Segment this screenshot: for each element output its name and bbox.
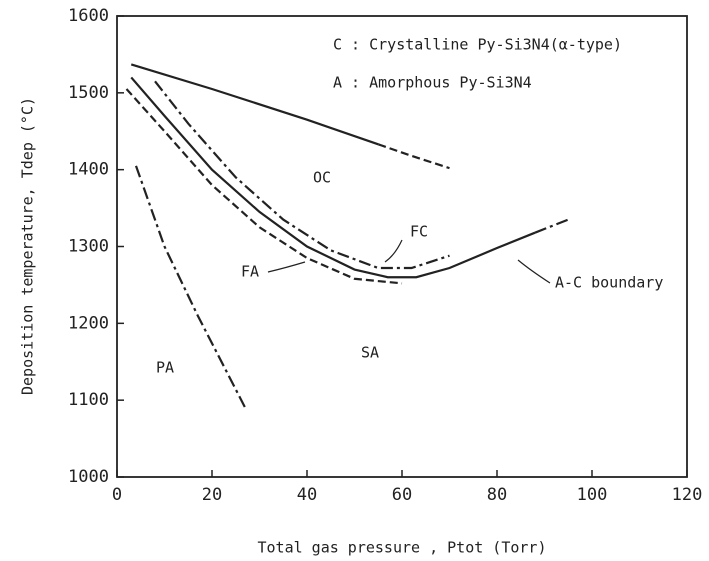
curve	[125, 88, 403, 285]
y-tick-label: 1300	[68, 237, 109, 257]
y-axis-label: Deposition temperature, Tdep (°C)	[19, 97, 37, 395]
annotation: A-C boundary	[555, 274, 663, 292]
curve	[534, 218, 569, 234]
y-tick-label: 1200	[68, 313, 109, 333]
curve	[377, 143, 450, 170]
annotation: C : Crystalline Py-Si3N4(α-type)	[333, 36, 622, 54]
annotation: A : Amorphous Py-Si3N4	[333, 74, 532, 92]
pointer	[384, 239, 403, 263]
y-tick-label: 1600	[68, 6, 109, 26]
x-tick-label: 80	[487, 485, 507, 505]
annotation: PA	[156, 359, 174, 377]
pointers	[267, 239, 551, 284]
x-tick-label: 100	[577, 485, 608, 505]
annotation: FA	[241, 263, 259, 281]
curve	[134, 165, 247, 409]
x-tick-label: 20	[202, 485, 222, 505]
curve	[154, 80, 450, 270]
annotation: FC	[410, 223, 428, 241]
x-tick-label: 60	[392, 485, 412, 505]
x-tick-label: 0	[112, 485, 122, 505]
pointer	[267, 261, 306, 273]
annotation: OC	[313, 169, 331, 187]
curve	[130, 76, 536, 279]
x-tick-label: 120	[672, 485, 703, 505]
x-axis-label: Total gas pressure , Ptot (Torr)	[258, 539, 547, 557]
y-tick-label: 1000	[68, 467, 109, 487]
curve	[130, 63, 379, 146]
x-tick-label: 40	[297, 485, 317, 505]
y-tick-label: 1100	[68, 390, 109, 410]
pointer	[517, 259, 551, 284]
y-tick-label: 1400	[68, 160, 109, 180]
y-tick-label: 1500	[68, 83, 109, 103]
annotation: SA	[361, 344, 379, 362]
